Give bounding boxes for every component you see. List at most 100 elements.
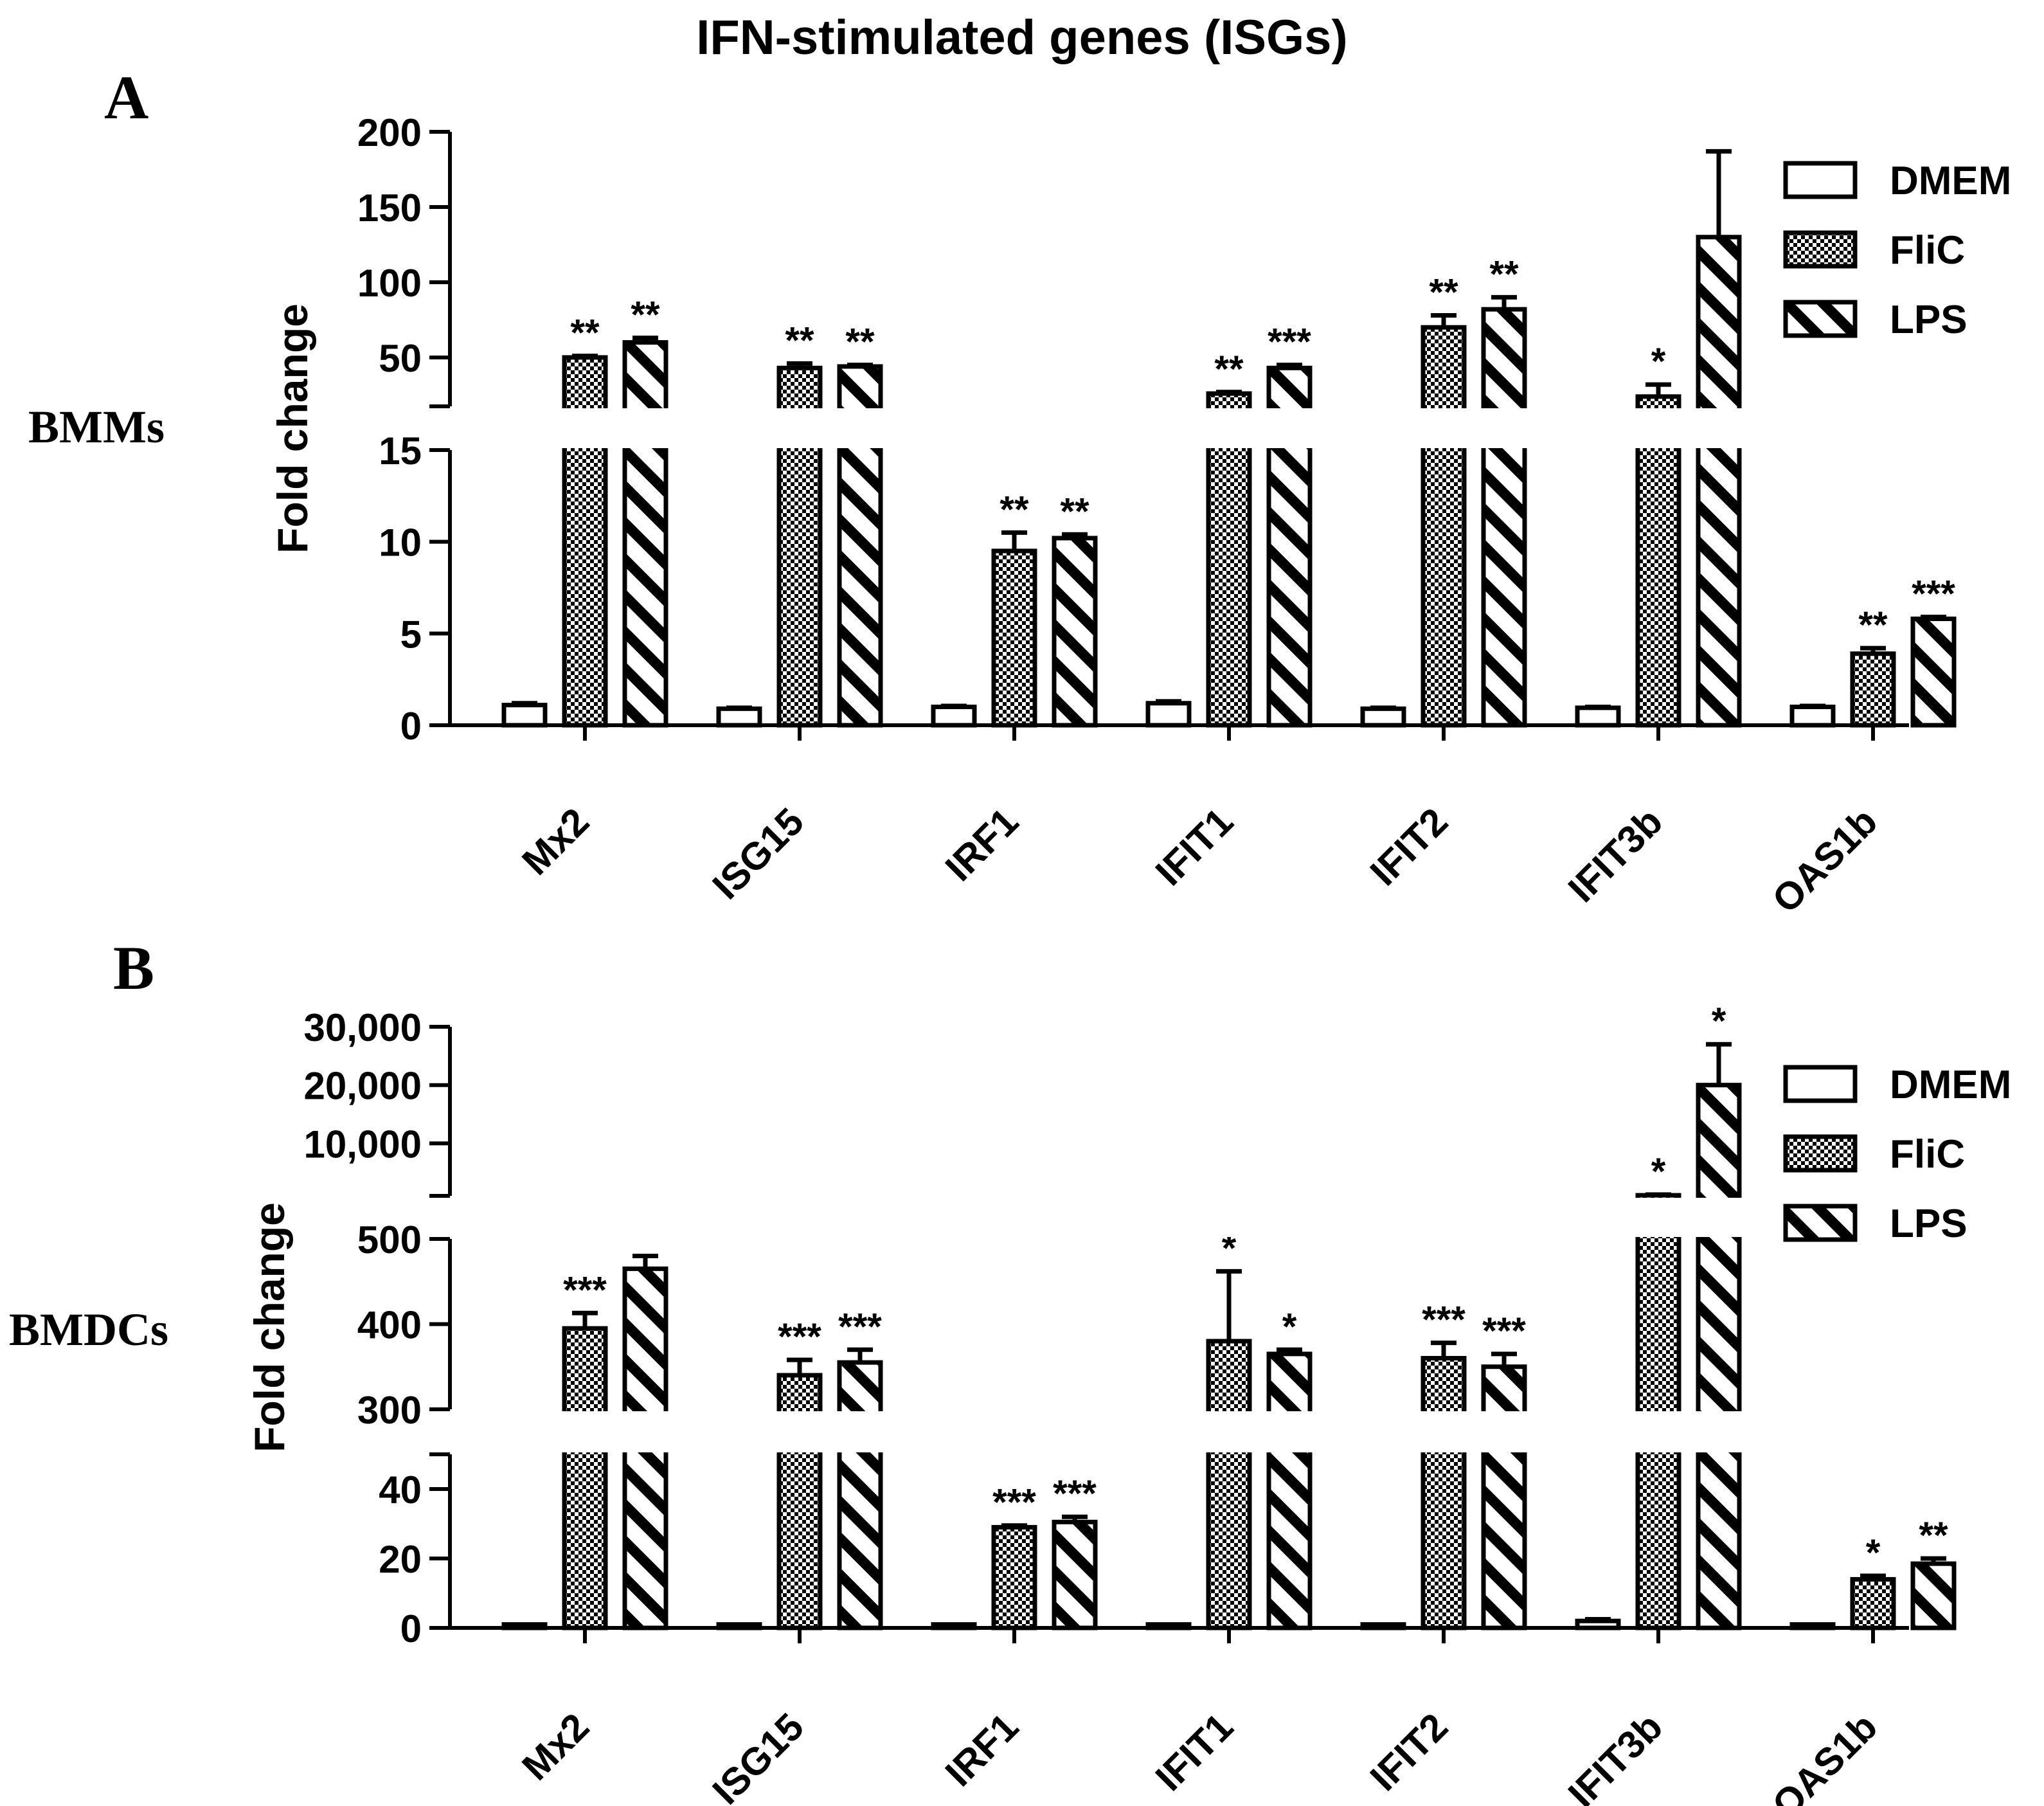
significance-marker: *** — [1268, 321, 1311, 363]
y-tick-label: 40 — [379, 1468, 422, 1512]
significance-marker: * — [1222, 1227, 1237, 1269]
axis-break-gap — [454, 1411, 1810, 1452]
bar-b-irf1-flic — [991, 1524, 1037, 1630]
x-tick-label-isg15: ISG15 — [704, 1705, 812, 1806]
legend-swatch-lps — [1783, 300, 1858, 338]
bar-b-isg15-dmem — [716, 1622, 762, 1630]
significance-marker: *** — [778, 1316, 821, 1358]
bar-a-ifit2-lps — [1481, 307, 1527, 728]
bar-b-ifit1-lps — [1266, 1351, 1313, 1630]
bar-a-oas1b-lps — [1910, 617, 1957, 728]
axis-break-gap — [454, 1198, 1810, 1237]
x-tick-label-mx2: Mx2 — [514, 800, 597, 883]
legend-label-dmem: DMEM — [1890, 159, 2011, 203]
bar-a-ifit3b-dmem — [1575, 705, 1621, 728]
y-tick-label: 10,000 — [303, 1123, 422, 1166]
y-tick-label: 5 — [400, 613, 422, 656]
bar-b-mx2-dmem — [501, 1622, 548, 1630]
bar-a-irf1-flic — [991, 548, 1037, 728]
legend-swatch-dmem — [1783, 161, 1858, 199]
x-tick-label-oas1b: OAS1b — [1764, 1705, 1885, 1806]
bar-a-ifit1-dmem — [1145, 701, 1192, 728]
bar-b-oas1b-dmem — [1789, 1622, 1836, 1630]
bar-a-irf1-lps — [1052, 536, 1098, 728]
y-tick-label: 20,000 — [303, 1065, 422, 1108]
bar-b-ifit2-lps — [1481, 1364, 1527, 1630]
y-tick-label: 30,000 — [303, 1006, 422, 1049]
significance-marker: *** — [838, 1306, 882, 1348]
significance-marker: *** — [563, 1269, 607, 1311]
bar-a-oas1b-dmem — [1789, 704, 1836, 728]
bar-a-ifit2-dmem — [1360, 706, 1406, 728]
x-tick-label-ifit3b: IFIT3b — [1560, 800, 1671, 910]
bar-a-ifit3b-lps — [1696, 235, 1742, 728]
y-tick-label: 50 — [379, 337, 422, 380]
bar-a-irf1-dmem — [931, 704, 977, 728]
x-tick-label-irf1: IRF1 — [937, 800, 1026, 889]
legend-swatch-lps — [1783, 1204, 1858, 1242]
y-tick-label: 10 — [379, 521, 422, 564]
legend-label-lps: LPS — [1890, 298, 1968, 342]
legend-swatch-flic — [1783, 1134, 1858, 1173]
significance-marker: * — [1651, 1151, 1666, 1193]
legend-label-dmem: DMEM — [1890, 1063, 2011, 1107]
significance-marker: ** — [1489, 253, 1519, 295]
significance-marker: ** — [570, 312, 600, 354]
y-tick-label: 100 — [357, 262, 422, 305]
significance-marker: ** — [631, 294, 660, 336]
x-tick-label-oas1b: OAS1b — [1764, 800, 1885, 921]
legend-label-flic: FliC — [1890, 1132, 1965, 1177]
x-tick-label-mx2: Mx2 — [514, 1705, 597, 1789]
bar-b-ifit1-dmem — [1145, 1622, 1192, 1630]
significance-marker: *** — [992, 1482, 1036, 1524]
bar-a-isg15-dmem — [716, 706, 762, 728]
y-tick-label: 0 — [400, 705, 422, 748]
figure-title: IFN-stimulated genes (ISGs) — [696, 10, 1348, 65]
bar-a-mx2-lps — [622, 340, 668, 728]
significance-marker: * — [1866, 1532, 1881, 1574]
bar-b-oas1b-lps — [1910, 1561, 1957, 1630]
bar-b-ifit2-flic — [1421, 1356, 1467, 1630]
bar-b-ifit2-dmem — [1360, 1622, 1406, 1630]
y-tick-label: 20 — [379, 1538, 422, 1581]
bar-b-ifit3b-dmem — [1575, 1618, 1621, 1630]
bar-a-mx2-dmem — [501, 703, 548, 728]
x-tick-label-ifit3b: IFIT3b — [1560, 1705, 1671, 1806]
significance-marker: ** — [1919, 1515, 1948, 1557]
panel-label: B — [113, 934, 154, 1002]
bar-b-oas1b-flic — [1850, 1576, 1896, 1630]
significance-marker: ** — [1214, 348, 1244, 390]
bar-a-ifit2-flic — [1421, 325, 1467, 728]
x-tick-label-isg15: ISG15 — [704, 800, 812, 908]
y-tick-label: 150 — [357, 186, 422, 230]
legend-label-flic: FliC — [1890, 228, 1965, 273]
bar-a-oas1b-flic — [1850, 651, 1896, 728]
row-label: BMMs — [28, 401, 165, 453]
panel-label: A — [104, 63, 148, 132]
legend-label-lps: LPS — [1890, 1202, 1968, 1246]
x-tick-label-ifit2: IFIT2 — [1362, 800, 1456, 894]
significance-marker: ** — [1858, 604, 1888, 646]
significance-marker: * — [1282, 1306, 1297, 1348]
y-tick-label: 15 — [379, 429, 422, 473]
significance-marker: *** — [1053, 1473, 1097, 1515]
y-axis-label: Fold change — [246, 1202, 293, 1452]
y-tick-label: 0 — [400, 1607, 422, 1650]
x-tick-label-ifit2: IFIT2 — [1362, 1705, 1456, 1799]
row-label: BMDCs — [9, 1304, 168, 1355]
significance-marker: *** — [1422, 1299, 1466, 1341]
significance-marker: * — [1712, 1000, 1726, 1042]
bar-b-mx2-flic — [562, 1326, 608, 1630]
significance-marker: ** — [1060, 491, 1089, 532]
significance-marker: ** — [1429, 271, 1458, 313]
legend-swatch-dmem — [1783, 1065, 1858, 1103]
bar-a-ifit3b-flic — [1635, 394, 1681, 728]
x-tick-label-irf1: IRF1 — [937, 1705, 1026, 1794]
significance-marker: *** — [1482, 1310, 1526, 1352]
bar-b-ifit1-flic — [1206, 1339, 1252, 1630]
bar-b-isg15-lps — [837, 1360, 883, 1630]
y-tick-label: 200 — [357, 111, 422, 154]
legend-swatch-flic — [1783, 230, 1858, 269]
